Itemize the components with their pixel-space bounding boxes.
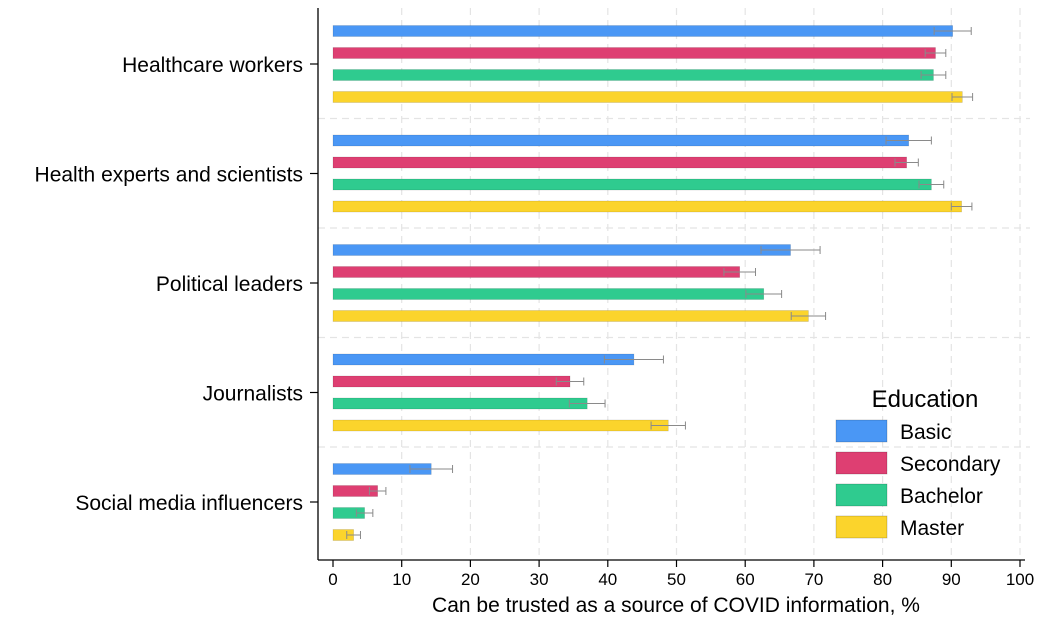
category-label: Healthcare workers [122,54,303,77]
x-tick-label: 40 [598,570,617,589]
bars [332,25,974,541]
bar [332,310,809,322]
x-tick-label: 20 [461,570,480,589]
x-tick-label: 60 [736,570,755,589]
category-label: Health experts and scientists [35,164,303,187]
bar [332,178,932,191]
bar [332,375,571,388]
gridlines [318,8,1030,560]
x-axis-label: Can be trusted as a source of COVID info… [432,594,920,617]
category-labels: Healthcare workers Health experts and sci… [35,54,303,515]
x-tick-label: 50 [667,570,686,589]
bar [332,91,963,103]
x-ticks: 0 10 20 30 40 50 60 70 80 90 100 [328,570,1034,589]
legend-label: Basic [900,421,951,444]
axes [310,8,1025,567]
x-tick-label: 10 [392,570,411,589]
bar [332,288,765,300]
bar [332,134,910,147]
bar [332,200,962,213]
x-tick-label: 80 [873,570,892,589]
legend-swatch [835,515,888,539]
x-tick-label: 0 [328,570,337,589]
bar [332,156,907,169]
legend-label: Bachelor [900,485,983,508]
category-label: Journalists [203,383,303,406]
bar [332,353,635,366]
legend-title: Education [872,386,979,413]
bar [332,266,741,278]
legend-label: Master [900,517,964,540]
legend-swatch [835,483,888,507]
legend-swatch [835,419,888,443]
bar [332,419,669,432]
x-tick-label: 100 [1006,570,1034,589]
x-tick-label: 70 [804,570,823,589]
legend-swatch [835,451,888,475]
category-label: Political leaders [156,273,303,296]
bar [332,25,953,37]
legend-items: Basic Secondary Bachelor Master [835,419,1001,540]
bar [332,397,588,410]
bar [332,69,934,81]
legend: Education Basic Secondary Bachelor Master [835,386,1001,540]
bar [332,244,791,256]
x-tick-label: 30 [530,570,549,589]
category-label: Social media influencers [75,492,303,515]
legend-label: Secondary [900,453,1001,476]
bar [332,47,936,59]
x-tick-label: 90 [942,570,961,589]
